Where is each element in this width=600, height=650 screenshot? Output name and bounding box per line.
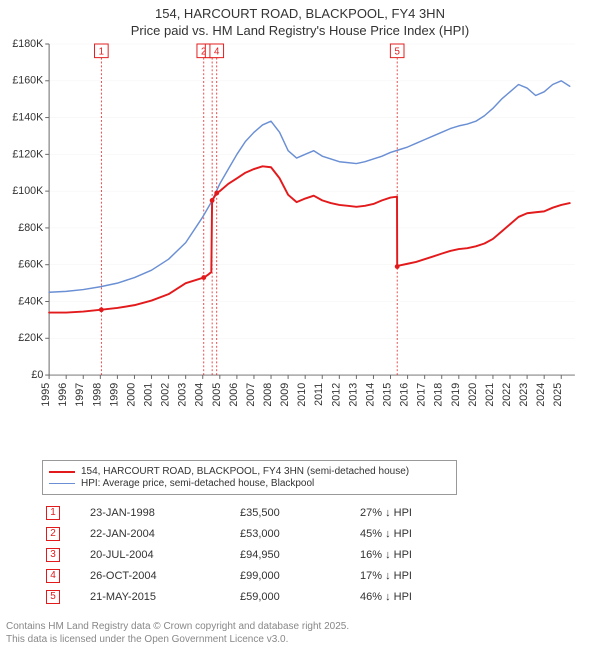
svg-text:2023: 2023 [518,383,530,407]
sale-date: 26-OCT-2004 [90,570,240,582]
sale-date: 20-JUL-2004 [90,549,240,561]
svg-text:1997: 1997 [74,383,86,407]
legend-label: HPI: Average price, semi-detached house,… [81,478,314,489]
sale-price: £94,950 [240,549,360,561]
svg-text:2025: 2025 [552,383,564,407]
title-line-2: Price paid vs. HM Land Registry's House … [0,23,600,40]
svg-text:2018: 2018 [433,383,445,407]
sale-price: £53,000 [240,528,360,540]
legend-label: 154, HARCOURT ROAD, BLACKPOOL, FY4 3HN (… [81,466,409,477]
svg-text:1: 1 [99,46,104,57]
svg-text:2000: 2000 [125,383,137,407]
sale-date: 22-JAN-2004 [90,528,240,540]
sale-price: £59,000 [240,591,360,603]
svg-text:£20K: £20K [18,332,44,344]
chart-area: £0£20K£40K£60K£80K£100K£120K£140K£160K£1… [42,44,582,414]
sale-marker-badge: 5 [46,590,60,604]
svg-text:1996: 1996 [57,383,69,407]
sale-date: 23-JAN-1998 [90,507,240,519]
chart-container: 154, HARCOURT ROAD, BLACKPOOL, FY4 3HN P… [0,0,600,650]
svg-text:£0: £0 [31,369,43,381]
footer-line-2: This data is licensed under the Open Gov… [6,634,594,647]
svg-text:2021: 2021 [484,383,496,407]
legend-row: HPI: Average price, semi-detached house,… [49,478,450,489]
title-block: 154, HARCOURT ROAD, BLACKPOOL, FY4 3HN P… [0,0,600,42]
legend-swatch [49,471,75,473]
series-property [49,166,570,312]
svg-text:£60K: £60K [18,259,44,271]
svg-text:2006: 2006 [228,383,240,407]
sale-pct-vs-hpi: 17% ↓ HPI [360,570,480,582]
sale-pct-vs-hpi: 46% ↓ HPI [360,591,480,603]
sale-table: 1 23-JAN-1998£35,50027% ↓ HPI 2 22-JAN-2004… [42,502,562,607]
chart-svg: £0£20K£40K£60K£80K£100K£120K£140K£160K£1… [42,44,582,414]
svg-text:4: 4 [214,46,220,57]
sale-pct-vs-hpi: 27% ↓ HPI [360,507,480,519]
svg-text:5: 5 [394,46,399,57]
sale-row: 5 21-MAY-2015£59,00046% ↓ HPI [42,586,562,607]
legend-swatch [49,483,75,484]
svg-text:2001: 2001 [143,383,155,407]
sale-marker-badge: 1 [46,506,60,520]
series-hpi [49,81,570,292]
sale-row: 2 22-JAN-2004£53,00045% ↓ HPI [42,523,562,544]
svg-text:2008: 2008 [262,383,274,407]
sale-pct-vs-hpi: 16% ↓ HPI [360,549,480,561]
sale-row: 1 23-JAN-1998£35,50027% ↓ HPI [42,502,562,523]
svg-text:2010: 2010 [296,383,308,407]
svg-text:£120K: £120K [12,148,44,160]
svg-text:2014: 2014 [364,383,376,407]
svg-text:2007: 2007 [245,383,257,407]
svg-text:1995: 1995 [40,383,52,407]
sale-marker-badge: 3 [46,548,60,562]
svg-text:2013: 2013 [347,383,359,407]
svg-text:2015: 2015 [382,383,394,407]
svg-text:1998: 1998 [91,383,103,407]
sale-row: 4 26-OCT-2004£99,00017% ↓ HPI [42,565,562,586]
sale-marker-badge: 2 [46,527,60,541]
svg-text:2016: 2016 [399,383,411,407]
footer: Contains HM Land Registry data © Crown c… [6,621,594,646]
svg-text:2020: 2020 [467,383,479,407]
svg-text:2011: 2011 [313,383,325,406]
sale-date: 21-MAY-2015 [90,591,240,603]
sale-marker-badge: 4 [46,569,60,583]
title-line-1: 154, HARCOURT ROAD, BLACKPOOL, FY4 3HN [0,6,600,23]
sale-price: £35,500 [240,507,360,519]
svg-text:2009: 2009 [279,383,291,407]
legend: 154, HARCOURT ROAD, BLACKPOOL, FY4 3HN (… [42,460,457,495]
svg-text:£40K: £40K [18,295,44,307]
svg-text:2012: 2012 [330,383,342,407]
svg-text:2022: 2022 [501,383,513,407]
svg-text:2019: 2019 [450,383,462,407]
svg-text:2003: 2003 [177,383,189,407]
svg-text:2002: 2002 [160,383,172,407]
svg-text:2017: 2017 [416,383,428,407]
svg-text:£160K: £160K [12,75,44,87]
svg-text:2024: 2024 [535,383,547,407]
svg-text:1999: 1999 [108,383,120,407]
sale-pct-vs-hpi: 45% ↓ HPI [360,528,480,540]
footer-line-1: Contains HM Land Registry data © Crown c… [6,621,594,634]
svg-text:2004: 2004 [194,383,206,407]
legend-row: 154, HARCOURT ROAD, BLACKPOOL, FY4 3HN (… [49,466,450,477]
svg-text:£140K: £140K [12,111,44,123]
sale-price: £99,000 [240,570,360,582]
svg-text:£180K: £180K [12,38,44,50]
sale-row: 3 20-JUL-2004£94,95016% ↓ HPI [42,544,562,565]
svg-text:£80K: £80K [18,222,44,234]
svg-text:2005: 2005 [211,383,223,407]
svg-text:£100K: £100K [12,185,44,197]
